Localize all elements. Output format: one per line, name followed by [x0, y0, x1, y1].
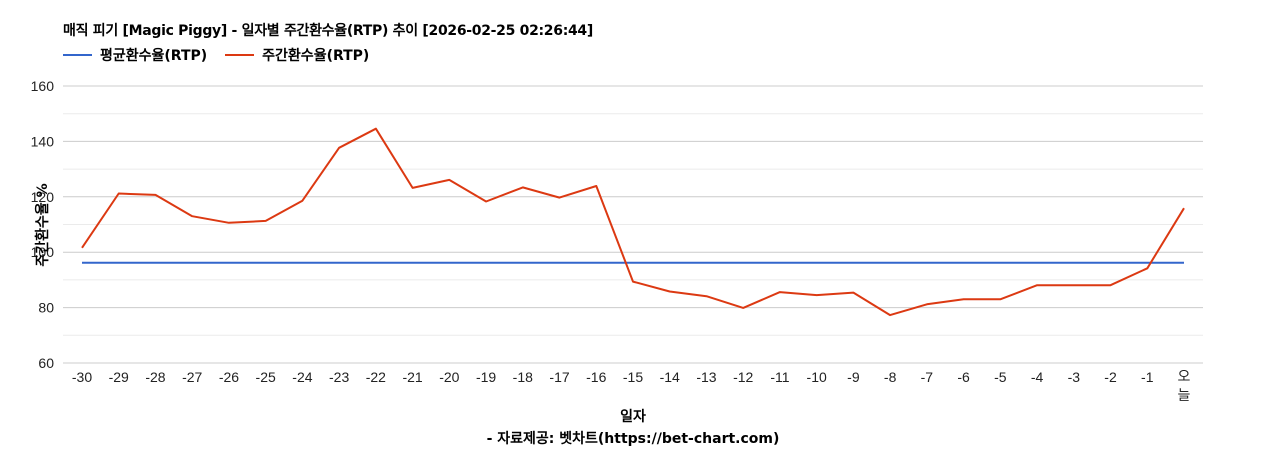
x-tick-label: -17	[549, 369, 569, 385]
x-tick-label: -15	[623, 369, 643, 385]
x-tick-label: -8	[884, 369, 897, 385]
weekly-rtp-line[interactable]	[81, 127, 1185, 317]
x-tick-label: -12	[733, 369, 753, 385]
x-tick-label: -22	[366, 369, 386, 385]
x-tick-label: 오	[1178, 368, 1191, 384]
y-tick-label: 120	[31, 189, 55, 205]
x-tick-label: -3	[1068, 369, 1081, 385]
x-tick-label: -19	[476, 369, 496, 385]
legend-item-weekly-rtp[interactable]: 주간환수율(RTP)	[225, 45, 369, 65]
y-tick-label: 140	[31, 133, 55, 149]
data-series	[81, 127, 1185, 317]
x-tick-label: -18	[513, 369, 533, 385]
x-tick-label: -4	[1031, 369, 1044, 385]
x-tick-label: 늘	[1178, 387, 1191, 403]
x-tick-label: -28	[145, 369, 165, 385]
x-tick-label: -10	[807, 369, 827, 385]
y-axis-title: 주간환수율 %	[35, 183, 51, 267]
x-axis-title: 일자	[620, 409, 646, 425]
x-tick-label: -26	[219, 369, 239, 385]
legend-label: 평균환수율(RTP)	[100, 48, 208, 64]
x-tick-label: -6	[957, 369, 970, 385]
legend-item-average-rtp[interactable]: 평균환수율(RTP)	[63, 45, 207, 65]
source-credit: - 자료제공: 벳차트(https://bet-chart.com)	[486, 431, 780, 447]
x-tick-label: -14	[660, 369, 680, 385]
y-tick-label: 80	[38, 300, 54, 316]
x-tick-label: -7	[921, 369, 934, 385]
x-tick-label: -2	[1104, 369, 1117, 385]
x-tick-label: -11	[770, 369, 789, 385]
x-tick-label: -1	[1141, 369, 1154, 385]
chart-title: 매직 피기 [Magic Piggy] - 일자별 주간환수율(RTP) 추이 …	[63, 23, 593, 39]
x-tick-label: -20	[439, 369, 459, 385]
y-tick-label: 100	[31, 244, 55, 260]
x-tick-label: -13	[696, 369, 716, 385]
x-tick-label: -27	[182, 369, 202, 385]
x-tick-label: -16	[586, 369, 606, 385]
gridlines	[63, 85, 1203, 364]
x-tick-label: -29	[109, 369, 129, 385]
x-axis-ticks: -30 -29 -28 -27 -26 -25 -24 -23 -22 -21 -20 -19 -18-…	[72, 368, 1191, 403]
x-tick-label: -30	[72, 369, 92, 385]
legend-label: 주간환수율(RTP)	[262, 48, 370, 64]
x-tick-label: -23	[329, 369, 349, 385]
x-tick-label: -21	[402, 369, 422, 385]
legend-swatch-blue-icon	[63, 54, 92, 56]
x-tick-label: -9	[847, 369, 860, 385]
chart-legend: 평균환수율(RTP) 주간환수율(RTP)	[63, 45, 387, 65]
y-axis-ticks: 60 80 100 120 140 160	[31, 78, 55, 371]
y-tick-label: 160	[31, 78, 55, 94]
y-tick-label: 60	[38, 355, 54, 371]
x-tick-label: -25	[256, 369, 276, 385]
x-tick-label: -5	[994, 369, 1007, 385]
x-tick-label: -24	[292, 369, 312, 385]
legend-swatch-red-icon	[225, 54, 255, 56]
